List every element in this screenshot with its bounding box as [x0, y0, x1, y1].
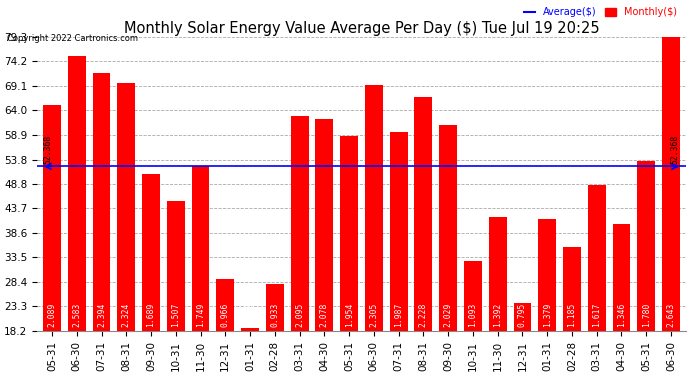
Bar: [415, 97, 433, 331]
Bar: [538, 219, 556, 331]
Text: 2.228: 2.228: [419, 303, 428, 327]
Bar: [266, 284, 284, 331]
Text: 1.185: 1.185: [567, 303, 576, 327]
Bar: [92, 74, 110, 331]
Text: 1.749: 1.749: [196, 303, 205, 327]
Bar: [217, 279, 234, 331]
Bar: [241, 328, 259, 331]
Bar: [588, 185, 606, 331]
Text: 1.987: 1.987: [394, 303, 403, 327]
Bar: [68, 56, 86, 331]
Bar: [563, 247, 581, 331]
Bar: [340, 136, 358, 331]
Text: 1.392: 1.392: [493, 303, 502, 327]
Text: 1.346: 1.346: [617, 303, 626, 327]
Bar: [117, 83, 135, 331]
Bar: [638, 162, 655, 331]
Bar: [192, 166, 210, 331]
Bar: [489, 217, 506, 331]
Text: 2.643: 2.643: [667, 303, 676, 327]
Text: 1.507: 1.507: [171, 303, 180, 327]
Text: 2.078: 2.078: [320, 303, 329, 327]
Text: 1.689: 1.689: [146, 303, 155, 327]
Bar: [43, 105, 61, 331]
Text: 1.954: 1.954: [344, 303, 353, 327]
Bar: [142, 174, 160, 331]
Bar: [365, 86, 383, 331]
Bar: [662, 37, 680, 331]
Text: 2.394: 2.394: [97, 303, 106, 327]
Text: 1.780: 1.780: [642, 303, 651, 327]
Text: 0.795: 0.795: [518, 303, 527, 327]
Text: 1.379: 1.379: [542, 303, 552, 327]
Text: 52.368: 52.368: [43, 135, 52, 164]
Text: 52.368: 52.368: [670, 135, 679, 164]
Bar: [513, 303, 531, 331]
Legend: Average($), Monthly($): Average($), Monthly($): [520, 3, 681, 21]
Text: 1.093: 1.093: [469, 303, 477, 327]
Text: 2.324: 2.324: [121, 303, 131, 327]
Text: 0.933: 0.933: [270, 303, 279, 327]
Text: 0.626: 0.626: [246, 303, 255, 327]
Bar: [440, 125, 457, 331]
Bar: [464, 261, 482, 331]
Text: 2.029: 2.029: [444, 303, 453, 327]
Text: 1.617: 1.617: [592, 303, 601, 327]
Text: 2.583: 2.583: [72, 303, 81, 327]
Bar: [315, 118, 333, 331]
Title: Monthly Solar Energy Value Average Per Day ($) Tue Jul 19 20:25: Monthly Solar Energy Value Average Per D…: [124, 21, 600, 36]
Text: 2.305: 2.305: [369, 303, 378, 327]
Text: 2.089: 2.089: [48, 303, 57, 327]
Text: Copyright 2022 Cartronics.com: Copyright 2022 Cartronics.com: [7, 34, 138, 43]
Text: 2.095: 2.095: [295, 303, 304, 327]
Bar: [290, 116, 308, 331]
Bar: [167, 201, 185, 331]
Text: 0.966: 0.966: [221, 303, 230, 327]
Bar: [613, 224, 631, 331]
Bar: [390, 132, 408, 331]
